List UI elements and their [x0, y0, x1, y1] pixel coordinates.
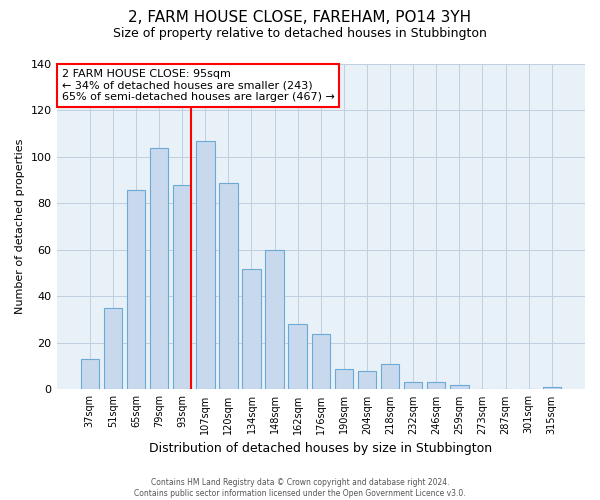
Bar	[150, 148, 169, 390]
Bar	[450, 385, 469, 390]
Text: Contains HM Land Registry data © Crown copyright and database right 2024.
Contai: Contains HM Land Registry data © Crown c…	[134, 478, 466, 498]
Bar	[358, 371, 376, 390]
Text: 2, FARM HOUSE CLOSE, FAREHAM, PO14 3YH: 2, FARM HOUSE CLOSE, FAREHAM, PO14 3YH	[128, 10, 472, 25]
Bar	[104, 308, 122, 390]
Bar	[335, 368, 353, 390]
Bar	[289, 324, 307, 390]
Text: Size of property relative to detached houses in Stubbington: Size of property relative to detached ho…	[113, 28, 487, 40]
Bar	[542, 387, 561, 390]
Bar	[404, 382, 422, 390]
Bar	[242, 268, 261, 390]
Bar	[265, 250, 284, 390]
Bar	[219, 182, 238, 390]
Text: 2 FARM HOUSE CLOSE: 95sqm
← 34% of detached houses are smaller (243)
65% of semi: 2 FARM HOUSE CLOSE: 95sqm ← 34% of detac…	[62, 69, 335, 102]
Bar	[196, 140, 215, 390]
X-axis label: Distribution of detached houses by size in Stubbington: Distribution of detached houses by size …	[149, 442, 493, 455]
Bar	[381, 364, 400, 390]
Bar	[173, 185, 191, 390]
Bar	[427, 382, 445, 390]
Bar	[80, 359, 99, 390]
Bar	[311, 334, 330, 390]
Bar	[127, 190, 145, 390]
Y-axis label: Number of detached properties: Number of detached properties	[15, 139, 25, 314]
